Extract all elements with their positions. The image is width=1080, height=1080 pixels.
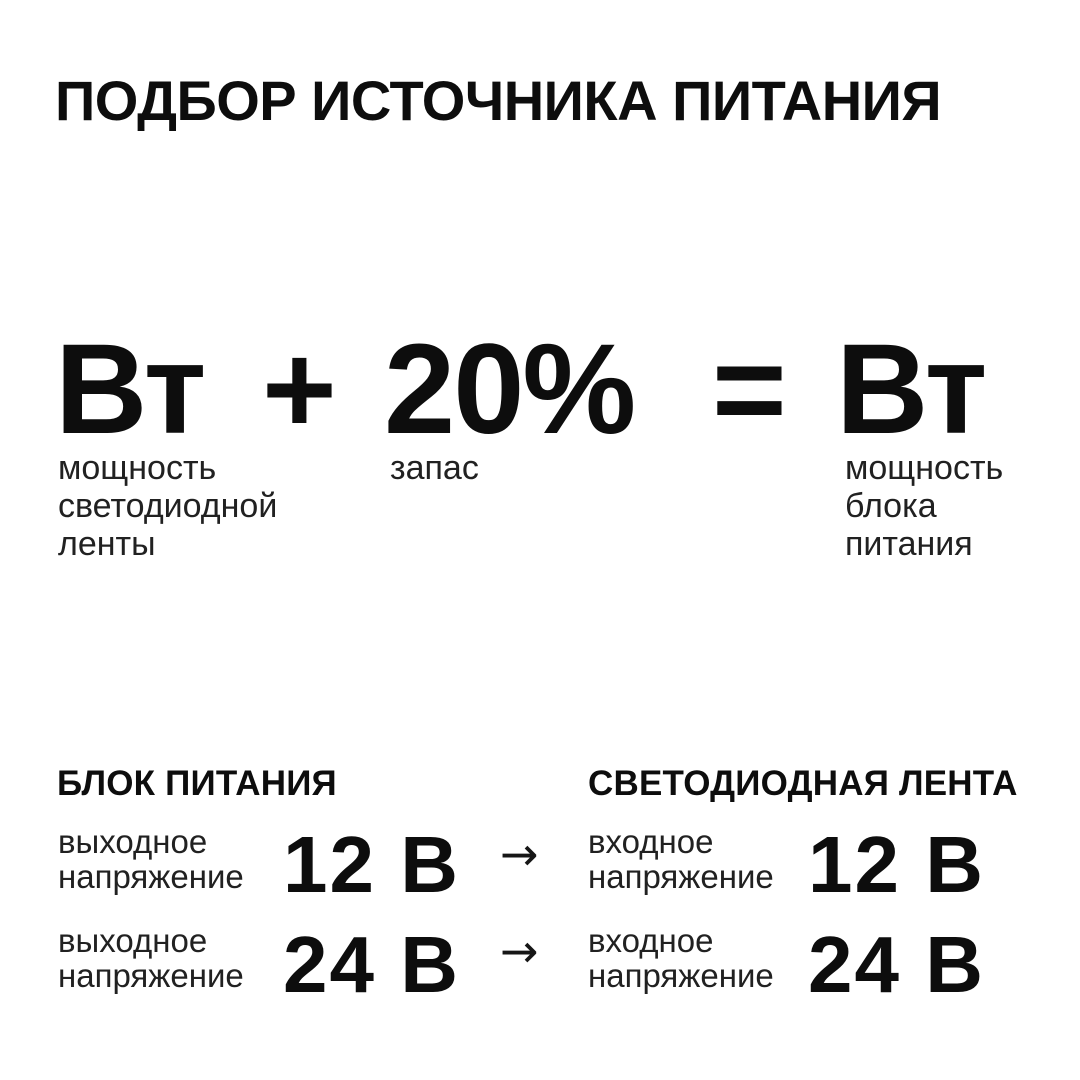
psu-output-voltage-label: выходное напряжение — [58, 823, 244, 895]
led-input-voltage-label: входное напряжение — [588, 823, 774, 895]
reserve-label: запас — [390, 449, 479, 487]
arrow-right-icon: → — [500, 827, 539, 881]
psu-watts-value: Вт — [836, 318, 987, 461]
plus-operator: + — [262, 318, 337, 461]
psu-output-voltage-value: 24 В — [283, 920, 460, 1009]
led-input-voltage-label: входное напряжение — [588, 922, 774, 994]
psu-watts-label: мощность блока питания — [845, 449, 1004, 563]
psu-output-voltage-label: выходное напряжение — [58, 922, 244, 994]
led-input-voltage-value: 12 В — [808, 820, 985, 909]
psu-output-voltage-value: 12 В — [283, 820, 460, 909]
reserve-percent-value: 20% — [384, 318, 636, 461]
arrow-right-icon: → — [500, 924, 539, 978]
equals-operator: = — [712, 318, 787, 461]
psu-section-header: БЛОК ПИТАНИЯ — [57, 764, 337, 803]
page-title: ПОДБОР ИСТОЧНИКА ПИТАНИЯ — [55, 69, 942, 132]
led-input-voltage-value: 24 В — [808, 920, 985, 1009]
strip-watts-label: мощность светодиодной ленты — [58, 449, 278, 563]
strip-watts-value: Вт — [55, 318, 206, 461]
led-strip-section-header: СВЕТОДИОДНАЯ ЛЕНТА — [588, 764, 1018, 803]
